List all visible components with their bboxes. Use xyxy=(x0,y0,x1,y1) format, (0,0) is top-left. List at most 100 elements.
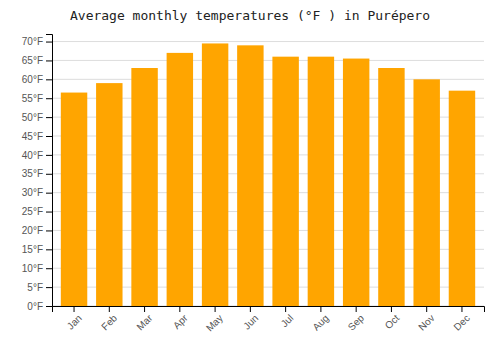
chart: Average monthly temperatures (°F ) in Pu… xyxy=(0,0,500,350)
tick-label: Mar xyxy=(135,312,155,332)
tick-label: Nov xyxy=(416,312,436,332)
bar xyxy=(96,83,122,306)
tick-mark xyxy=(215,306,216,312)
tick-mark xyxy=(461,306,462,312)
tick-mark xyxy=(46,98,52,99)
tick: Dec xyxy=(451,306,471,333)
plot: 0°F 5°F 10°F 15°F 20°F 25°F 30°F 35°F 40°F 45°F 50… xyxy=(22,35,485,334)
tick-mark xyxy=(179,306,180,312)
tick-mark xyxy=(46,268,52,269)
tick: 45°F xyxy=(22,131,52,142)
y-axis: 0°F 5°F 10°F 15°F 20°F 25°F 30°F 35°F 40°F 45°F 50… xyxy=(22,35,53,312)
bar xyxy=(449,91,475,306)
tick-mark xyxy=(46,230,52,231)
tick: 5°F xyxy=(27,282,52,293)
tick: Jun xyxy=(241,306,260,332)
tick-mark xyxy=(356,306,357,312)
tick: 50°F xyxy=(22,112,52,123)
tick-mark xyxy=(46,306,52,307)
tick-mark xyxy=(426,306,427,312)
tick: 55°F xyxy=(22,93,52,104)
tick: Apr xyxy=(171,306,190,331)
tick-mark xyxy=(74,306,75,312)
bar xyxy=(61,93,87,306)
tick-mark xyxy=(46,79,52,80)
title: Average monthly temperatures (°F ) in Pu… xyxy=(70,8,430,23)
tick: Jan xyxy=(65,306,84,332)
tick-label: 10°F xyxy=(22,263,43,274)
tick-label: 0°F xyxy=(27,301,43,312)
tick-label: Oct xyxy=(383,312,402,331)
tick-label: 40°F xyxy=(22,150,43,161)
bar xyxy=(413,79,439,306)
tick-label: Apr xyxy=(171,312,190,331)
bar xyxy=(202,43,228,306)
tick-mark xyxy=(46,212,52,213)
tick-label: 15°F xyxy=(22,244,43,255)
axis-line xyxy=(53,307,485,313)
tick-label: 55°F xyxy=(22,93,43,104)
grid-line xyxy=(52,41,484,42)
tick: 60°F xyxy=(22,74,52,85)
tick-label: 50°F xyxy=(22,112,43,123)
tick: May xyxy=(204,306,225,334)
tick-mark xyxy=(46,136,52,137)
tick-mark xyxy=(250,306,251,312)
tick-label: 20°F xyxy=(22,225,43,236)
tick-mark xyxy=(46,287,52,288)
tick: 15°F xyxy=(22,244,52,255)
tick-label: 35°F xyxy=(22,168,43,179)
tick-label: Jun xyxy=(241,312,260,331)
tick-label: 60°F xyxy=(22,74,43,85)
tick: Nov xyxy=(416,306,436,333)
tick-mark xyxy=(46,42,52,43)
tick: 30°F xyxy=(22,187,52,198)
bar xyxy=(167,53,193,306)
grid xyxy=(52,42,484,306)
bar xyxy=(308,57,334,306)
grid-line xyxy=(52,60,484,61)
tick: Feb xyxy=(99,306,119,332)
tick: Oct xyxy=(383,306,402,331)
tick: Mar xyxy=(135,306,155,332)
tick-mark xyxy=(320,306,321,312)
tick-mark xyxy=(46,174,52,175)
tick-label: 5°F xyxy=(27,282,43,293)
tick-label: Dec xyxy=(451,312,471,332)
tick-mark xyxy=(285,306,286,312)
tick-mark xyxy=(46,60,52,61)
tick-mark xyxy=(144,306,145,312)
tick-label: Feb xyxy=(99,312,119,332)
tick-mark xyxy=(46,193,52,194)
tick: 35°F xyxy=(22,168,52,179)
tick-label: May xyxy=(204,312,225,333)
tick: 65°F xyxy=(22,55,52,66)
tick: Jul xyxy=(279,306,296,329)
tick-label: Sep xyxy=(346,312,367,333)
tick: 25°F xyxy=(22,206,52,217)
tick-label: 45°F xyxy=(22,131,43,142)
tick-mark xyxy=(46,117,52,118)
tick: 0°F xyxy=(27,301,52,312)
tick-label: Aug xyxy=(310,312,330,332)
bar xyxy=(237,45,263,306)
tick: 10°F xyxy=(22,263,52,274)
tick: 20°F xyxy=(22,225,52,236)
tick-mark xyxy=(391,306,392,312)
bars xyxy=(61,43,475,306)
bar xyxy=(343,59,369,306)
tick-mark xyxy=(46,249,52,250)
tick-label: 25°F xyxy=(22,206,43,217)
bar xyxy=(378,68,404,306)
tick: 40°F xyxy=(22,150,52,161)
tick-mark xyxy=(109,306,110,312)
tick-label: Jul xyxy=(279,312,296,329)
tick-mark xyxy=(46,155,52,156)
tick: Sep xyxy=(346,306,367,333)
bar xyxy=(272,57,298,306)
tick-label: Jan xyxy=(65,312,84,331)
tick-label: 70°F xyxy=(22,36,43,47)
tick: 70°F xyxy=(22,36,52,47)
axis-line xyxy=(46,35,53,307)
tick: Aug xyxy=(310,306,330,333)
